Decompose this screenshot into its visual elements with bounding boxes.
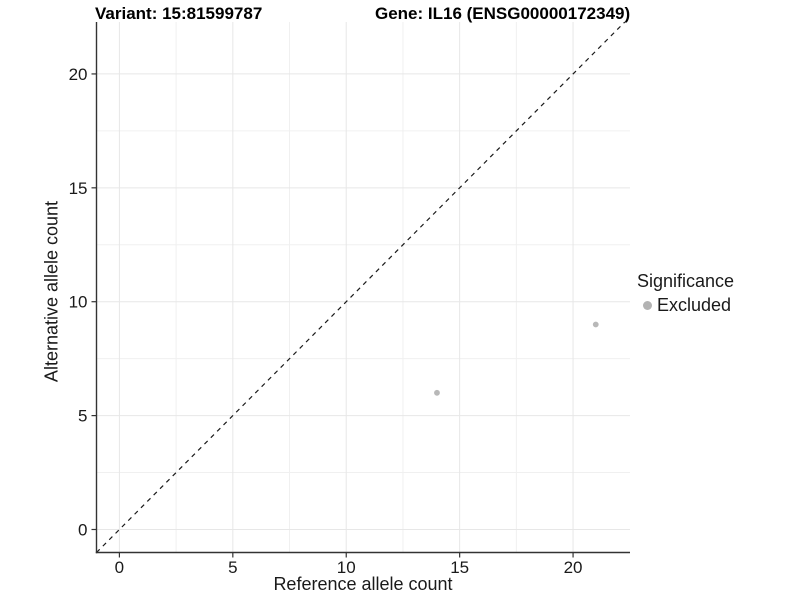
- legend-item-excluded: Excluded: [637, 295, 734, 316]
- legend-item-label: Excluded: [657, 295, 732, 315]
- legend: Significance Excluded: [637, 271, 734, 316]
- y-tick-label: 0: [78, 520, 87, 539]
- x-tick-label: 0: [115, 558, 124, 577]
- x-tick-label: 15: [450, 558, 469, 577]
- x-axis-title: Reference allele count: [273, 574, 453, 594]
- identity-line: [96, 21, 626, 553]
- x-tick-label: 5: [228, 558, 237, 577]
- y-tick-label: 15: [69, 179, 88, 198]
- plot-title-gene: Gene: IL16 (ENSG00000172349): [375, 4, 631, 23]
- x-tick-label: 20: [564, 558, 583, 577]
- y-tick-label: 20: [69, 65, 88, 84]
- y-tick-label: 5: [78, 407, 87, 426]
- excluded-point-icon: [643, 301, 652, 310]
- data-point: [592, 321, 599, 328]
- data-point: [434, 389, 440, 396]
- legend-title: Significance: [637, 271, 735, 291]
- x-tick-label: 10: [337, 558, 356, 577]
- y-tick-label: 10: [69, 293, 88, 312]
- y-axis-title: Alternative allele count: [41, 200, 62, 383]
- plot-title-variant: Variant: 15:81599787: [95, 4, 263, 23]
